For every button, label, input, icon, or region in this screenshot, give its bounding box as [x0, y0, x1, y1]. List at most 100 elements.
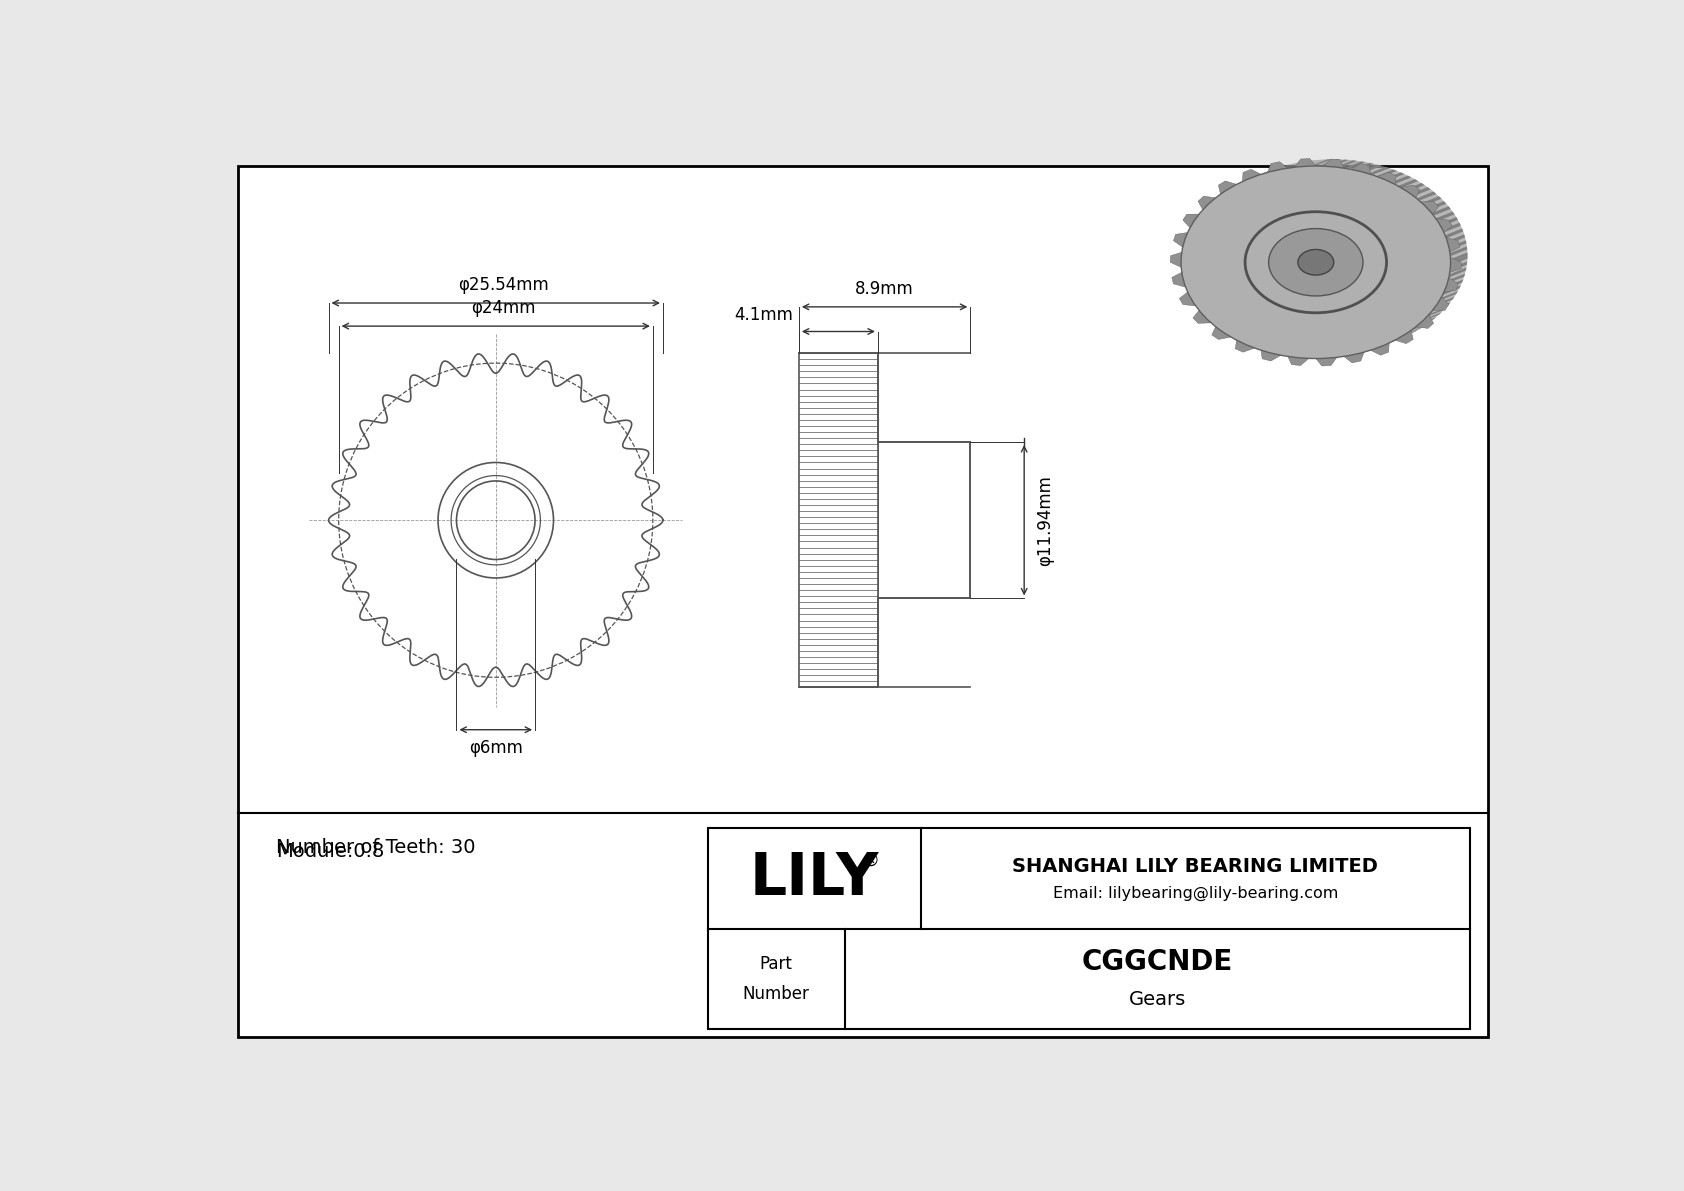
Polygon shape — [1411, 187, 1431, 197]
Polygon shape — [1182, 214, 1199, 227]
Polygon shape — [1398, 179, 1418, 188]
Text: Gears: Gears — [1128, 990, 1186, 1009]
Polygon shape — [1179, 292, 1196, 306]
Bar — [877, 442, 970, 598]
Bar — [707, 828, 1470, 1029]
Polygon shape — [1192, 311, 1211, 323]
Text: LILY: LILY — [749, 850, 879, 908]
Ellipse shape — [1268, 229, 1362, 295]
Polygon shape — [1443, 278, 1458, 292]
Polygon shape — [1431, 303, 1450, 312]
Polygon shape — [1324, 160, 1344, 168]
Polygon shape — [1236, 341, 1255, 353]
Ellipse shape — [1298, 249, 1334, 275]
Text: Email: lilybearing@lily-bearing.com: Email: lilybearing@lily-bearing.com — [1052, 886, 1339, 902]
Polygon shape — [1174, 232, 1187, 248]
Polygon shape — [1197, 197, 1216, 210]
Polygon shape — [1450, 256, 1467, 266]
Polygon shape — [1447, 237, 1460, 252]
Text: 8.9mm: 8.9mm — [855, 280, 914, 298]
Polygon shape — [1376, 341, 1398, 348]
Polygon shape — [1172, 273, 1186, 287]
Polygon shape — [1212, 326, 1231, 339]
Text: Number of Teeth: 30: Number of Teeth: 30 — [276, 838, 477, 858]
Bar — [798, 353, 877, 687]
Polygon shape — [1243, 169, 1261, 181]
Polygon shape — [1391, 175, 1411, 185]
Text: φ11.94mm: φ11.94mm — [1036, 475, 1054, 566]
Polygon shape — [1288, 356, 1308, 366]
Polygon shape — [1416, 317, 1436, 326]
Polygon shape — [1335, 350, 1357, 357]
Polygon shape — [1351, 163, 1371, 174]
Polygon shape — [1302, 351, 1324, 358]
Text: 4.1mm: 4.1mm — [734, 306, 793, 324]
Polygon shape — [1450, 252, 1467, 262]
Polygon shape — [1352, 163, 1374, 170]
Polygon shape — [1361, 345, 1381, 353]
Polygon shape — [1352, 348, 1374, 355]
Polygon shape — [1327, 351, 1349, 358]
Polygon shape — [1391, 333, 1411, 342]
Text: ®: ® — [862, 852, 881, 869]
Polygon shape — [1431, 206, 1450, 216]
Polygon shape — [1261, 350, 1282, 361]
Polygon shape — [1371, 343, 1389, 355]
Polygon shape — [1268, 162, 1288, 173]
Polygon shape — [1369, 167, 1389, 175]
Text: φ6mm: φ6mm — [468, 738, 522, 757]
Text: Part: Part — [759, 955, 793, 973]
Polygon shape — [1378, 173, 1396, 185]
Polygon shape — [1447, 235, 1465, 244]
Polygon shape — [1404, 326, 1425, 335]
Polygon shape — [1445, 229, 1463, 238]
Text: φ24mm: φ24mm — [472, 299, 536, 317]
Text: SHANGHAI LILY BEARING LIMITED: SHANGHAI LILY BEARING LIMITED — [1012, 856, 1378, 875]
Text: Number: Number — [743, 985, 810, 1003]
Polygon shape — [1450, 257, 1462, 273]
Polygon shape — [1443, 286, 1460, 295]
Polygon shape — [1440, 291, 1458, 300]
Polygon shape — [1327, 160, 1349, 167]
Polygon shape — [1384, 337, 1404, 345]
Polygon shape — [1376, 169, 1398, 177]
Polygon shape — [1411, 322, 1431, 331]
Polygon shape — [1440, 217, 1458, 226]
Polygon shape — [1335, 161, 1357, 168]
Polygon shape — [1421, 197, 1442, 206]
Polygon shape — [1401, 185, 1420, 198]
Polygon shape — [1421, 312, 1442, 322]
Polygon shape — [1315, 357, 1337, 366]
Polygon shape — [1450, 262, 1467, 272]
Polygon shape — [1445, 280, 1463, 289]
Polygon shape — [1450, 247, 1467, 256]
Polygon shape — [1361, 164, 1381, 173]
Polygon shape — [1398, 330, 1418, 338]
Polygon shape — [1319, 351, 1340, 358]
Polygon shape — [1447, 274, 1465, 283]
Polygon shape — [1404, 183, 1425, 192]
Polygon shape — [1416, 314, 1433, 329]
Polygon shape — [1421, 201, 1438, 214]
Polygon shape — [1319, 160, 1340, 167]
Polygon shape — [1369, 343, 1389, 351]
Polygon shape — [1426, 307, 1447, 317]
Polygon shape — [1295, 158, 1315, 167]
Text: φ25.54mm: φ25.54mm — [458, 276, 549, 294]
Polygon shape — [1219, 181, 1236, 194]
Polygon shape — [1310, 160, 1332, 166]
Polygon shape — [1448, 268, 1467, 278]
Text: Module:0.8: Module:0.8 — [276, 842, 384, 861]
Polygon shape — [1448, 241, 1467, 250]
Polygon shape — [1394, 330, 1413, 344]
Polygon shape — [1344, 349, 1366, 356]
Polygon shape — [1416, 192, 1436, 200]
Polygon shape — [1310, 351, 1332, 358]
Ellipse shape — [1197, 160, 1467, 351]
Polygon shape — [1344, 162, 1366, 169]
Polygon shape — [1433, 297, 1448, 311]
Polygon shape — [1436, 219, 1452, 232]
Polygon shape — [1344, 353, 1364, 363]
Polygon shape — [1426, 201, 1447, 211]
Polygon shape — [1443, 223, 1460, 232]
